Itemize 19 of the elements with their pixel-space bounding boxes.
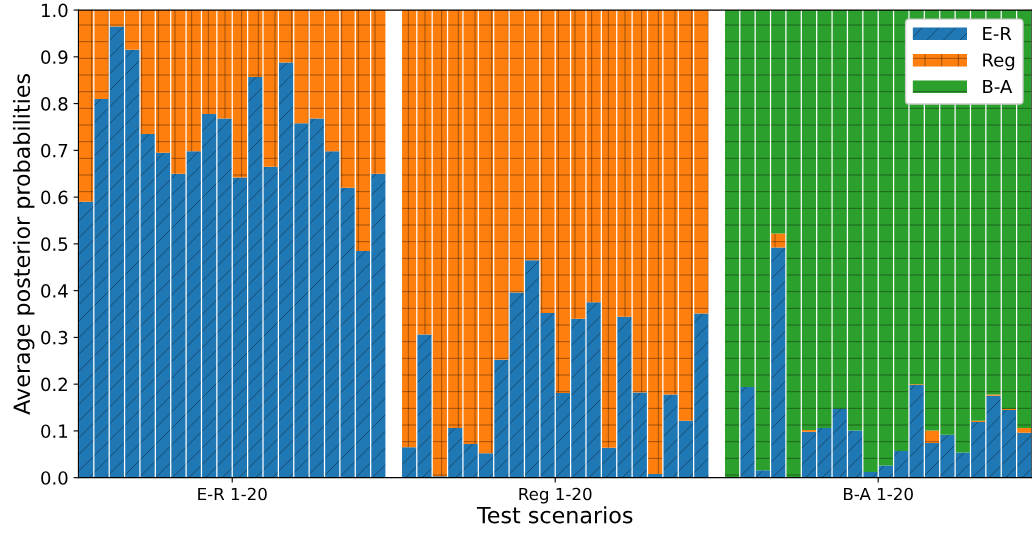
legend-label: B-A (983, 79, 1013, 94)
text: B-A 1-20 (844, 487, 913, 501)
legend-label: Reg (983, 53, 1015, 71)
y-axis-title: Average posterior probabilities (12, 74, 35, 415)
y-tick-label: 1.0 (41, 3, 68, 18)
y-tick-label: 0.5 (41, 237, 68, 251)
y-tick-label: 0.3 (41, 330, 68, 345)
y-tick-label: 0.8 (41, 97, 68, 111)
y-tick-label: 0.7 (41, 143, 68, 158)
legend-label: E-R (983, 26, 1012, 41)
text: Reg 1-20 (519, 487, 592, 504)
text: E-R 1-20 (198, 487, 267, 501)
y-tick-label: 0.1 (41, 424, 68, 439)
y-tick-label: 0.0 (41, 471, 68, 485)
y-tick-label: 0.6 (41, 190, 68, 205)
y-tick-label: 0.9 (41, 50, 68, 64)
y-tick-label: 0.2 (41, 377, 67, 392)
x-axis-title: Test scenarios (476, 506, 633, 524)
y-tick-label: 0.4 (41, 284, 68, 298)
